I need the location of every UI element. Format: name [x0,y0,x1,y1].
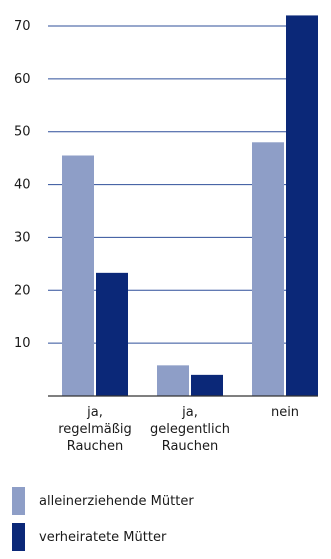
x-category-label-0: ja, regelmäßig Rauchen [58,405,132,454]
bars [62,15,318,397]
bar-series0-cat2 [252,142,284,396]
y-tick-labels: 10 20 30 40 50 60 70 [14,19,31,351]
y-tick-label-60: 60 [14,72,31,87]
bar-series1-cat1 [191,374,223,396]
x-category-label-2: nein [271,405,299,420]
y-tick-label-10: 10 [14,336,31,351]
legend-swatch-dark [12,523,25,551]
legend-label-verheiratete: verheiratete Mütter [39,529,167,545]
y-tick-label-30: 30 [14,230,31,245]
bar-series1-cat2 [286,15,318,397]
legend-item-verheiratete: verheiratete Mütter [12,523,194,551]
y-tick-label-20: 20 [14,283,31,298]
y-tick-label-40: 40 [14,178,31,193]
legend-label-alleinerziehende: alleinerziehende Mütter [39,493,194,509]
bar-chart: 10 20 30 40 50 60 70 ja, regelmäßig Rauchen ja, ge… [14,15,318,454]
y-tick-label-70: 70 [14,19,31,34]
bar-series0-cat1 [157,365,189,396]
legend-swatch-light [12,487,25,515]
bar-series0-cat0 [62,155,94,396]
y-tick-label-50: 50 [14,125,31,140]
x-category-labels: ja, regelmäßig Rauchen ja, gelegentlich Rauch… [58,405,299,454]
legend-item-alleinerziehende: alleinerziehende Mütter [12,487,194,515]
legend: alleinerziehende Mütter verheiratete Müt… [12,487,194,559]
x-category-label-1: ja, gelegentlich Rauchen [150,405,230,454]
bar-series1-cat0 [96,272,128,396]
